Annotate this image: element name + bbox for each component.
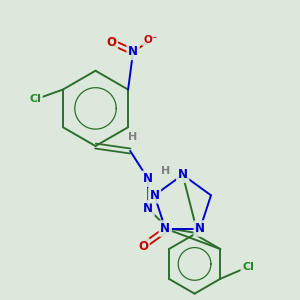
Text: H: H [161,166,170,176]
Text: N: N [195,222,205,235]
Text: O: O [138,240,148,253]
Text: N: N [128,45,138,58]
Text: N: N [143,172,153,185]
Text: Cl: Cl [242,262,254,272]
Text: N: N [149,189,159,202]
Text: H: H [128,132,137,142]
Text: N: N [178,168,188,181]
Text: O: O [106,35,116,49]
Text: Cl: Cl [29,94,41,104]
Text: N: N [160,222,170,235]
Text: N: N [143,202,153,215]
Text: O⁻: O⁻ [144,35,158,45]
